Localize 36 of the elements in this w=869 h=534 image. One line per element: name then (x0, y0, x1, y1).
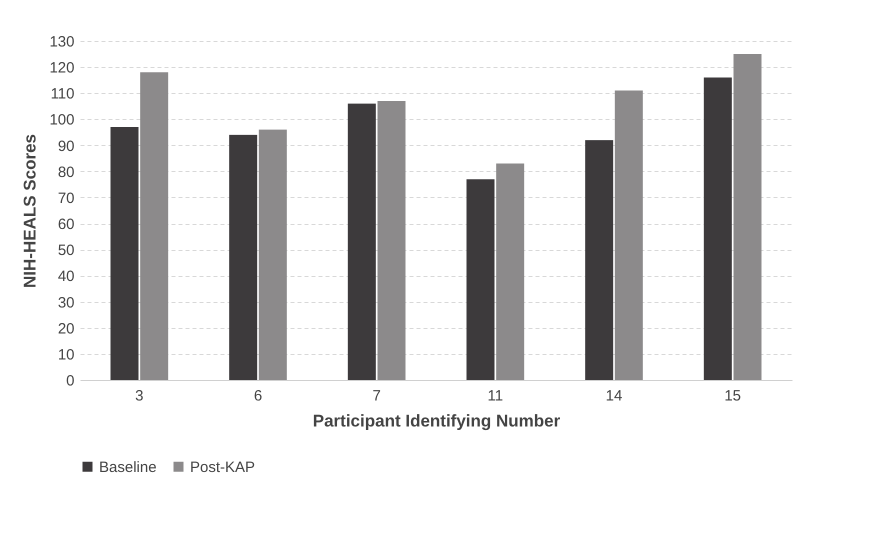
bar (258, 130, 287, 380)
x-tick-label: 15 (724, 388, 742, 404)
y-tick-label: 100 (49, 112, 74, 129)
x-tick-label: 7 (372, 388, 381, 404)
y-tick-label: 130 (49, 34, 74, 50)
y-tick-label: 60 (58, 216, 74, 234)
x-axis-title: Participant Identifying Number (312, 412, 561, 430)
x-tick-label: 14 (606, 388, 622, 404)
y-tick-label: 40 (58, 268, 74, 286)
legend-label: Post-KAP (190, 458, 256, 476)
y-tick-label: 10 (58, 346, 74, 364)
bar (348, 104, 376, 380)
bar (466, 179, 494, 380)
y-axis-title: NIH-HEALS Scores (20, 134, 40, 288)
y-tick-label: 30 (58, 294, 74, 312)
y-tick-label: 70 (58, 190, 74, 207)
bar (585, 140, 614, 380)
y-tick-label: 80 (58, 164, 74, 181)
bar (496, 164, 524, 380)
legend-label: Baseline (99, 458, 157, 476)
y-tick-label: 50 (58, 242, 74, 260)
y-tick-label: 120 (49, 60, 74, 77)
bar (140, 72, 168, 380)
y-tick-label: 90 (58, 138, 74, 155)
bar (110, 127, 138, 380)
y-tick-label: 0 (66, 372, 74, 390)
y-tick-label: 20 (58, 320, 74, 338)
bar (229, 134, 258, 380)
y-tick-label: 110 (50, 86, 74, 103)
x-tick-label: 3 (135, 388, 144, 404)
bar (704, 78, 732, 380)
bar (378, 100, 406, 380)
bar (614, 90, 643, 380)
x-tick-label: 6 (254, 388, 262, 404)
x-tick-label: 11 (488, 388, 504, 404)
bar (734, 54, 762, 380)
